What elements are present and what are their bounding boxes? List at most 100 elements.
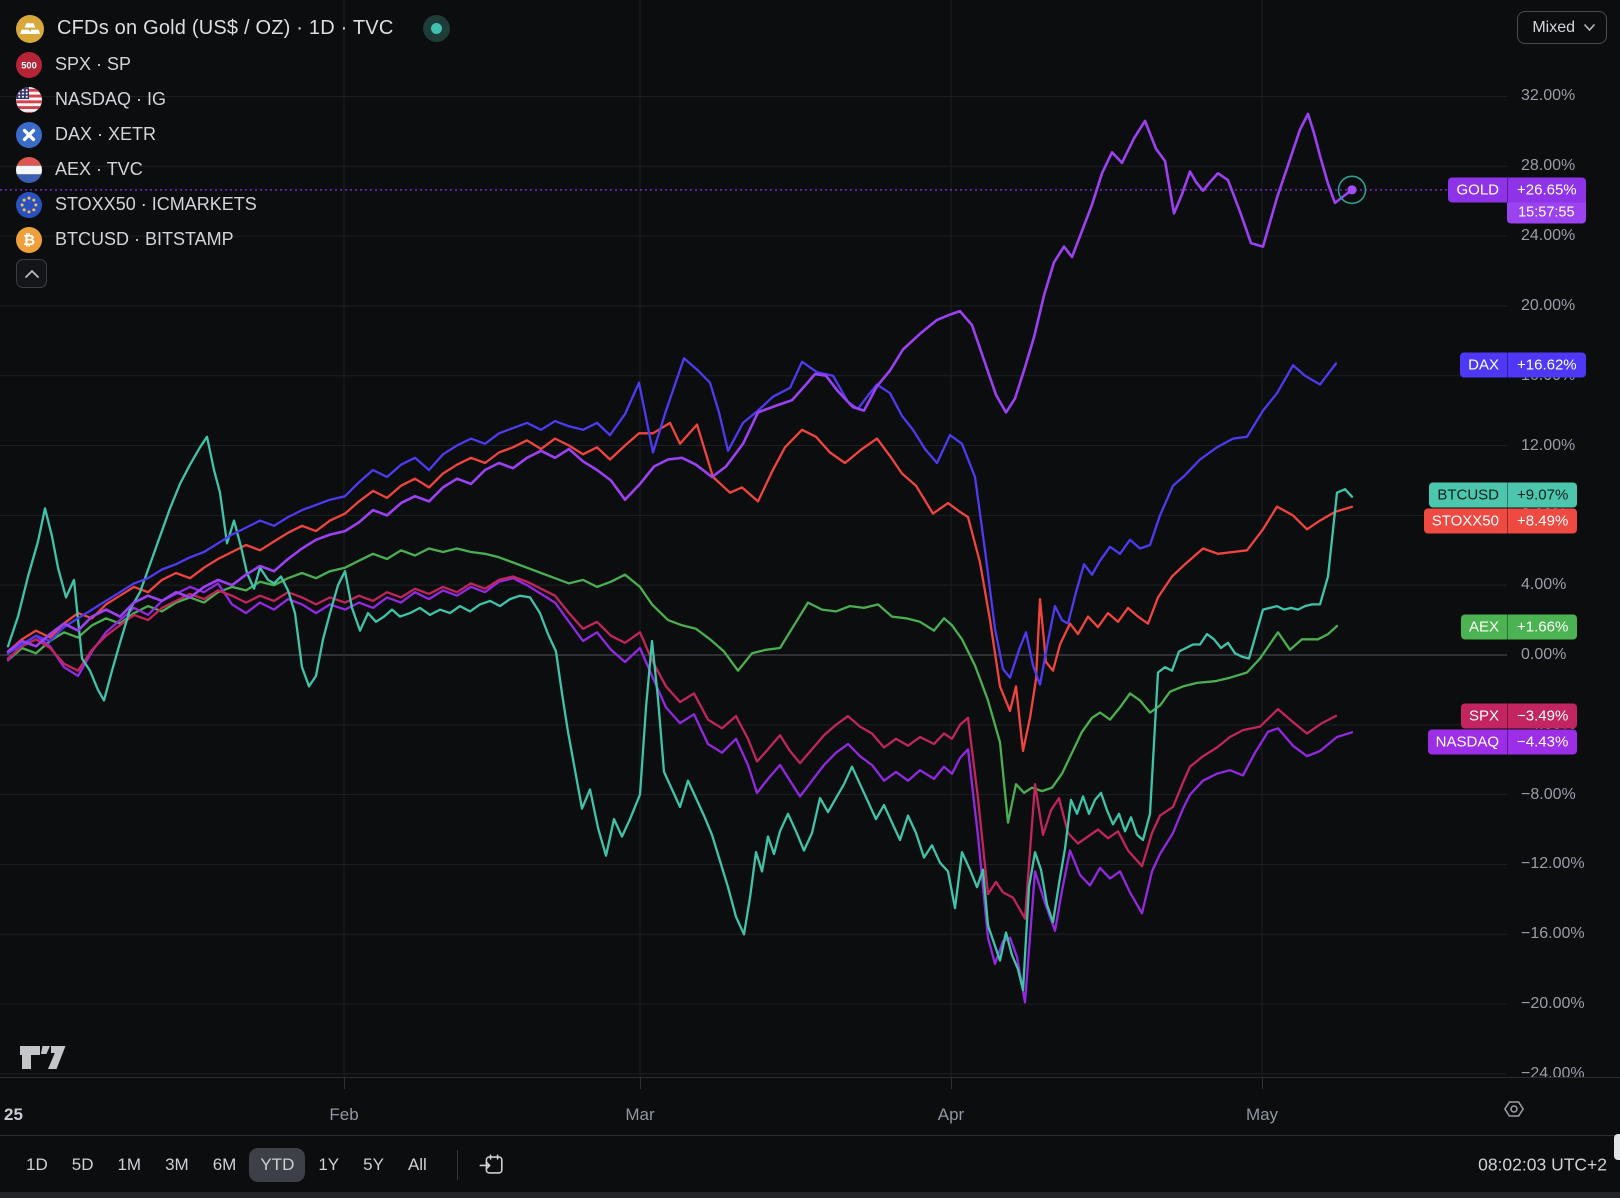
legend-row-label: SPX · SP bbox=[55, 54, 132, 74]
gear-hexagon-icon bbox=[1504, 1101, 1524, 1117]
price-tag-value: +26.65% bbox=[1507, 177, 1586, 203]
legend-row-btcusd[interactable]: ₿ BTCUSD · BITSTAMP bbox=[16, 222, 450, 257]
price-tag-symbol: BTCUSD bbox=[1429, 482, 1507, 508]
go-to-date-button[interactable] bbox=[476, 1149, 508, 1181]
main-symbol-title: CFDs on Gold (US$ / OZ) · 1D · TVC bbox=[57, 17, 394, 39]
legend-row-spx[interactable]: 500 SPX · SP bbox=[16, 47, 450, 82]
price-tag-value: −3.49% bbox=[1507, 703, 1578, 729]
price-axis-label-28: 28.00% bbox=[1521, 157, 1576, 175]
price-tag-value: +9.07% bbox=[1507, 482, 1578, 508]
time-axis-label-apr: Apr bbox=[937, 1105, 965, 1124]
price-tag-dax: DAX +16.62% bbox=[1460, 352, 1586, 378]
price-axis-label--20: −20.00% bbox=[1521, 995, 1585, 1013]
price-axis-label-24: 24.00% bbox=[1521, 227, 1576, 245]
series-line-spx bbox=[6, 575, 1338, 920]
market-status-icon[interactable] bbox=[422, 15, 450, 42]
price-axis-label--16: −16.00% bbox=[1521, 925, 1585, 943]
range-button-all[interactable]: All bbox=[397, 1148, 438, 1182]
legend-row-nasdaq[interactable]: NASDAQ · IG bbox=[16, 82, 450, 117]
price-axis-label-20: 20.00% bbox=[1521, 296, 1576, 314]
chart-legend: CFDs on Gold (US$ / OZ) · 1D · TVC 500 SP… bbox=[16, 10, 450, 257]
price-axis-label-4: 4.00% bbox=[1521, 576, 1567, 594]
eu-flag-icon bbox=[16, 191, 42, 218]
range-button-5d[interactable]: 5D bbox=[61, 1148, 105, 1182]
legend-collapse-button[interactable] bbox=[16, 259, 47, 288]
time-axis-label-feb: Feb bbox=[329, 1105, 359, 1124]
price-tag-nasdaq: NASDAQ −4.43% bbox=[1427, 729, 1578, 755]
scale-settings-button[interactable] bbox=[1501, 1096, 1527, 1122]
price-axis-label-12: 12.00% bbox=[1521, 436, 1576, 454]
chevron-up-icon bbox=[24, 269, 39, 278]
price-tag-gold: GOLD +26.65% 15:57:55 bbox=[1448, 177, 1586, 224]
time-axis-label-25: 25 bbox=[4, 1105, 23, 1124]
price-tag-stoxx50: STOXX50 +8.49% bbox=[1423, 508, 1578, 534]
scale-handle[interactable] bbox=[1614, 1134, 1620, 1160]
legend-main-symbol[interactable]: CFDs on Gold (US$ / OZ) · 1D · TVC bbox=[16, 10, 450, 47]
price-tag-value: +1.66% bbox=[1507, 614, 1578, 640]
time-tick-mar bbox=[640, 1078, 641, 1089]
bar-close-countdown: 15:57:55 bbox=[1507, 202, 1586, 224]
tradingview-logo-icon bbox=[20, 1045, 66, 1075]
gold-last-point-dot-icon bbox=[1347, 185, 1357, 195]
data-source-label: Mixed bbox=[1532, 18, 1575, 36]
price-tag-symbol: AEX bbox=[1460, 614, 1507, 640]
bitcoin-icon: ₿ bbox=[16, 226, 42, 253]
chart-plot-area[interactable] bbox=[0, 0, 1507, 1077]
price-tag-symbol: GOLD bbox=[1448, 177, 1507, 203]
netherlands-flag-icon bbox=[16, 156, 42, 183]
chevron-down-icon bbox=[1584, 24, 1595, 31]
legend-row-label: BTCUSD · BITSTAMP bbox=[55, 229, 234, 249]
series-line-dax bbox=[6, 357, 1338, 686]
price-tag-value: +8.49% bbox=[1507, 508, 1578, 534]
range-button-5y[interactable]: 5Y bbox=[352, 1148, 395, 1182]
bottom-toolbar: 1D 5D 1M 3M 6M YTD 1Y 5Y All 08:02:03 UTC+2 bbox=[0, 1137, 1620, 1192]
price-tag-aex: AEX +1.66% bbox=[1460, 614, 1578, 640]
series-line-nasdaq bbox=[6, 577, 1354, 1004]
time-scale[interactable]: 25 Feb Mar Apr May bbox=[0, 1077, 1620, 1136]
clock-display: 08:02:03 UTC+2 bbox=[1478, 1154, 1607, 1174]
us-flag-icon bbox=[16, 86, 42, 113]
range-button-ytd[interactable]: YTD bbox=[249, 1147, 306, 1182]
price-tag-symbol: DAX bbox=[1460, 352, 1507, 378]
legend-row-aex[interactable]: AEX · TVC bbox=[16, 152, 450, 187]
time-axis-label-mar: Mar bbox=[625, 1105, 655, 1124]
legend-row-stoxx50[interactable]: STOXX50 · ICMARKETS bbox=[16, 187, 450, 222]
price-axis-label-32: 32.00% bbox=[1521, 87, 1576, 105]
price-axis-label--12: −12.00% bbox=[1521, 855, 1585, 873]
time-tick-may bbox=[1262, 1078, 1263, 1089]
svg-text:₿: ₿ bbox=[23, 231, 35, 249]
time-tick-apr bbox=[951, 1078, 952, 1089]
time-axis-label-may: May bbox=[1245, 1105, 1279, 1124]
range-button-1m[interactable]: 1M bbox=[106, 1148, 152, 1182]
gold-bars-icon bbox=[16, 14, 44, 43]
range-button-1y[interactable]: 1Y bbox=[307, 1148, 350, 1182]
range-button-6m[interactable]: 6M bbox=[202, 1148, 248, 1182]
price-tag-btcusd: BTCUSD +9.07% bbox=[1429, 482, 1578, 508]
price-tag-symbol: STOXX50 bbox=[1423, 508, 1507, 534]
price-tag-value: −4.43% bbox=[1507, 729, 1578, 755]
price-axis-label--8: −8.00% bbox=[1521, 785, 1576, 803]
sp500-icon: 500 bbox=[16, 51, 42, 78]
window-bottom-edge bbox=[0, 1192, 1620, 1198]
data-source-dropdown[interactable]: Mixed bbox=[1517, 11, 1607, 44]
series-line-gold bbox=[6, 112, 1354, 653]
price-tag-symbol: NASDAQ bbox=[1427, 729, 1507, 755]
series-line-aex bbox=[6, 547, 1339, 824]
series-line-stoxx50 bbox=[6, 421, 1354, 753]
svg-text:500: 500 bbox=[21, 60, 36, 70]
legend-row-label: NASDAQ · IG bbox=[55, 89, 167, 109]
gold-marker-ring-icon bbox=[1337, 175, 1367, 205]
price-tag-spx: SPX −3.49% bbox=[1460, 703, 1578, 729]
xetra-x-icon bbox=[16, 121, 42, 148]
price-tag-value: +16.62% bbox=[1507, 352, 1586, 378]
range-button-3m[interactable]: 3M bbox=[154, 1148, 200, 1182]
range-button-1d[interactable]: 1D bbox=[15, 1148, 59, 1182]
legend-row-dax[interactable]: DAX · XETR bbox=[16, 117, 450, 152]
calendar-arrow-icon bbox=[479, 1153, 503, 1174]
legend-row-label: AEX · TVC bbox=[55, 159, 143, 179]
toolbar-divider bbox=[456, 1149, 458, 1180]
series-line-btcusd bbox=[6, 435, 1354, 992]
legend-row-label: DAX · XETR bbox=[55, 124, 157, 144]
price-axis-label-0: 0.00% bbox=[1521, 646, 1567, 663]
